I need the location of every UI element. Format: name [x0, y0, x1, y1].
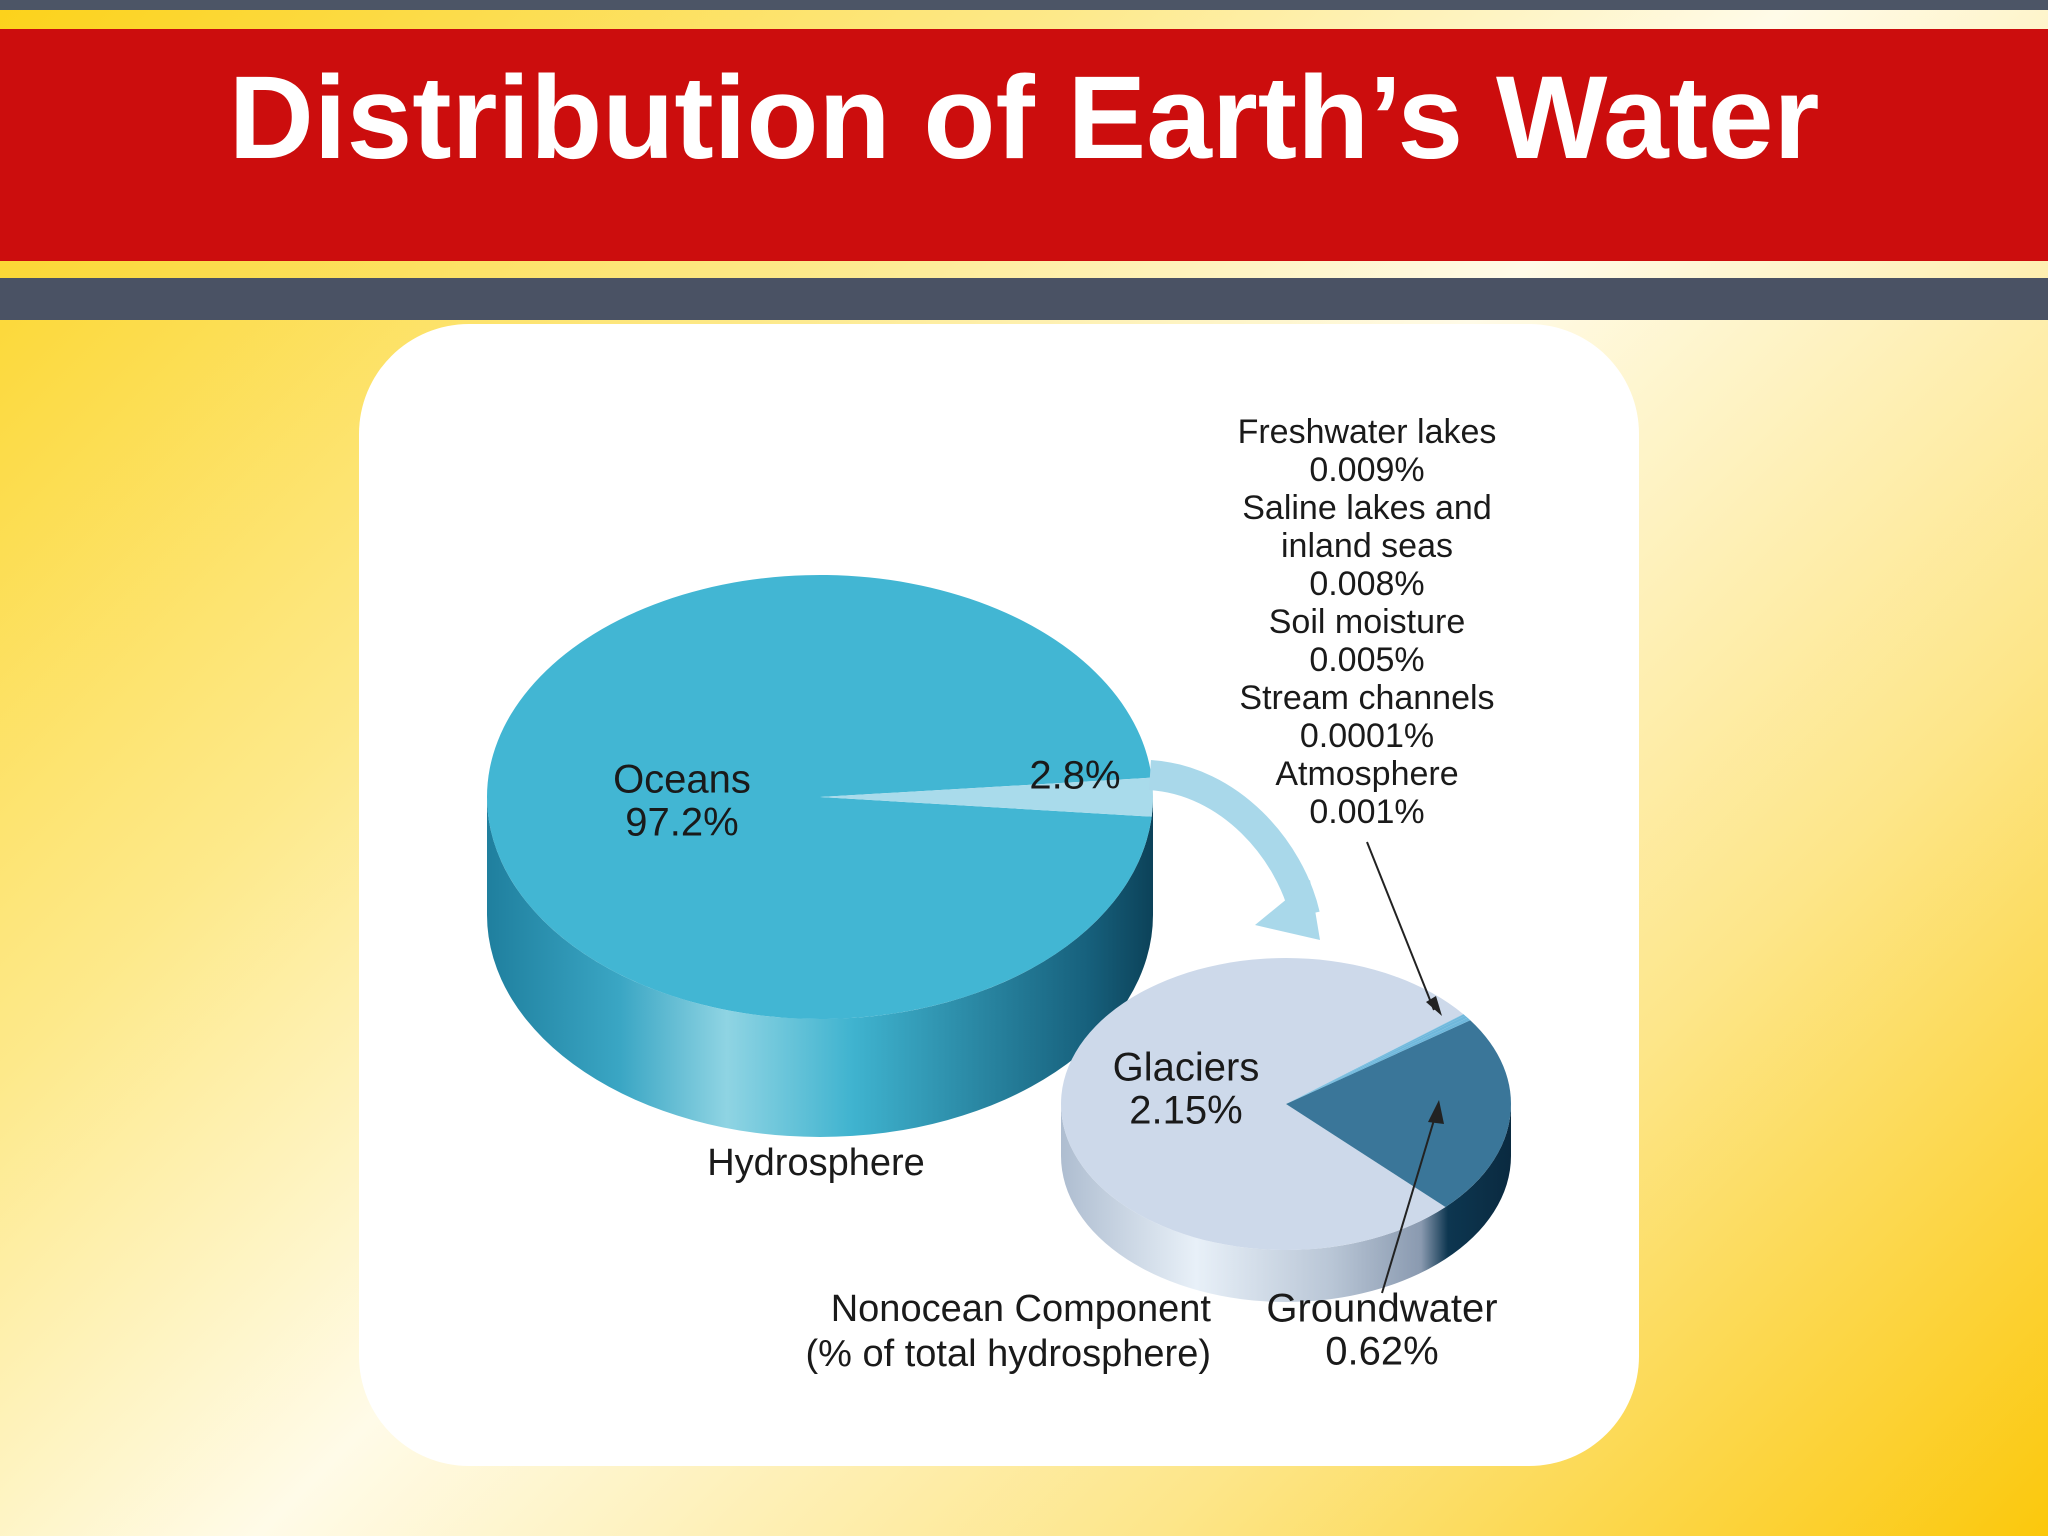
- slice-label: Glaciers: [1113, 1046, 1260, 1090]
- pie-slice: [487, 575, 1152, 1020]
- value-label: 2.8%: [1029, 754, 1120, 798]
- leader-line: [1366, 841, 1435, 1011]
- pie-slice: [1286, 1014, 1464, 1104]
- value-label: 97.2%: [625, 801, 738, 845]
- header-band: [0, 278, 2048, 320]
- leader-line: [1381, 1109, 1438, 1294]
- pie-slice: [1061, 958, 1464, 1250]
- pie-slice: [820, 777, 1153, 817]
- slice-label: Stream channels: [1239, 679, 1495, 717]
- chart-title: Hydrosphere: [707, 1142, 925, 1184]
- leader-head: [1426, 996, 1442, 1016]
- pie-slice: [1286, 1020, 1511, 1208]
- pie-slice: [1286, 1014, 1466, 1104]
- slice-label: Oceans: [613, 758, 751, 802]
- chart-subtitle: (% of total hydrosphere): [805, 1333, 1211, 1375]
- value-label: 0.62%: [1325, 1330, 1438, 1374]
- pie-side: [1061, 1104, 1511, 1302]
- value-label: 0.008%: [1309, 565, 1425, 603]
- header-band: [0, 0, 2048, 10]
- leader-head: [1428, 1100, 1444, 1124]
- value-label: 0.0001%: [1299, 717, 1435, 755]
- pie-slice: [1286, 1015, 1468, 1104]
- chart-title: Nonocean Component: [831, 1288, 1212, 1330]
- pie-side: [487, 797, 1153, 1137]
- pie-slice: [1286, 1014, 1464, 1104]
- slice-label: Atmosphere: [1275, 755, 1459, 793]
- slice-label: Saline lakes and inland seas: [1242, 489, 1492, 565]
- small-components: Freshwater lakes 0.009% Saline lakes and i…: [1217, 413, 1517, 831]
- slice-label: Soil moisture: [1268, 603, 1466, 641]
- value-label: 0.005%: [1309, 641, 1425, 679]
- slice-label: Groundwater: [1266, 1287, 1497, 1331]
- pie-slice: [1286, 1017, 1471, 1104]
- arrow-head: [1255, 880, 1320, 940]
- slice-label: Freshwater lakes: [1237, 413, 1497, 451]
- value-label: 2.15%: [1129, 1089, 1242, 1133]
- value-label: 0.001%: [1309, 793, 1425, 831]
- header-bar: [0, 29, 2048, 261]
- value-label: 0.009%: [1309, 451, 1425, 489]
- slide-title: Distribution of Earth’s Water: [229, 52, 1820, 184]
